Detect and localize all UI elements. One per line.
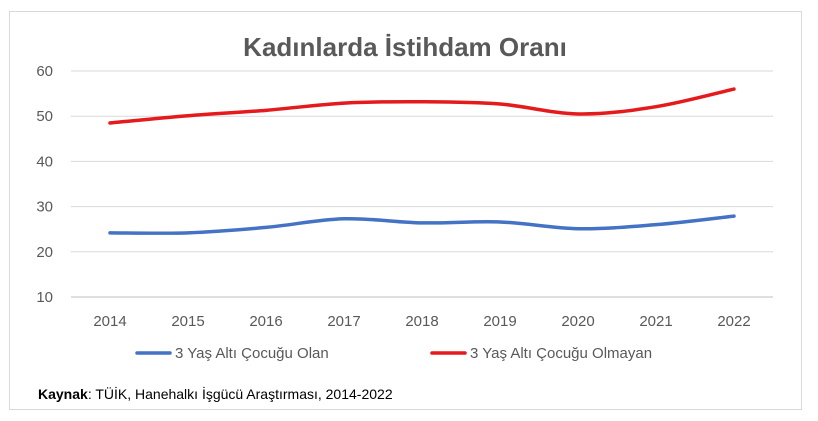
y-tick-label: 50 xyxy=(36,108,53,125)
legend-label: 3 Yaş Altı Çocuğu Olan xyxy=(175,345,329,362)
data-point xyxy=(576,227,580,231)
data-point xyxy=(264,225,268,229)
y-tick-label: 20 xyxy=(36,244,53,261)
x-tick-label: 2016 xyxy=(249,313,282,330)
data-point xyxy=(186,114,190,118)
data-point xyxy=(420,100,424,104)
data-point xyxy=(498,220,502,224)
source-text: : TÜİK, Hanehalkı İşgücü Araştırması, 20… xyxy=(87,386,393,402)
data-point xyxy=(108,231,112,235)
data-point xyxy=(732,214,736,218)
chart-title: Kadınlarda İstihdam Oranı xyxy=(243,32,567,62)
data-point xyxy=(732,87,736,91)
legend-label: 3 Yaş Altı Çocuğu Olmayan xyxy=(470,345,652,362)
data-point xyxy=(654,105,658,109)
x-tick-label: 2017 xyxy=(327,313,360,330)
x-tick-label: 2019 xyxy=(483,313,516,330)
chart-frame xyxy=(9,11,802,410)
data-point xyxy=(342,101,346,105)
y-axis-ticks: 10 20 30 40 50 60 xyxy=(36,63,53,306)
data-point xyxy=(264,108,268,112)
y-tick-label: 10 xyxy=(36,289,53,306)
series-lines xyxy=(108,87,736,235)
data-point xyxy=(420,221,424,225)
y-tick-label: 60 xyxy=(36,63,53,80)
x-tick-label: 2022 xyxy=(717,313,750,330)
y-tick-label: 40 xyxy=(36,153,53,170)
series-line-1 xyxy=(108,214,736,235)
x-tick-label: 2014 xyxy=(93,313,126,330)
source-note: Kaynak: TÜİK, Hanehalkı İşgücü Araştırma… xyxy=(38,386,393,402)
data-point xyxy=(342,217,346,221)
data-point xyxy=(576,112,580,116)
y-tick-label: 30 xyxy=(36,199,53,216)
x-tick-label: 2015 xyxy=(171,313,204,330)
data-point xyxy=(186,231,190,235)
x-axis-ticks: 2014 2015 2016 2017 2018 2019 2020 2021 2022 xyxy=(93,313,750,330)
series-line-2 xyxy=(108,87,736,125)
x-tick-label: 2021 xyxy=(639,313,672,330)
x-tick-label: 2020 xyxy=(561,313,594,330)
legend: 3 Yaş Altı Çocuğu Olan 3 Yaş Altı Çocuğu … xyxy=(135,345,652,362)
data-point xyxy=(654,223,658,227)
data-point xyxy=(498,102,502,106)
x-tick-label: 2018 xyxy=(405,313,438,330)
source-label: Kaynak xyxy=(38,386,88,402)
data-point xyxy=(108,121,112,125)
